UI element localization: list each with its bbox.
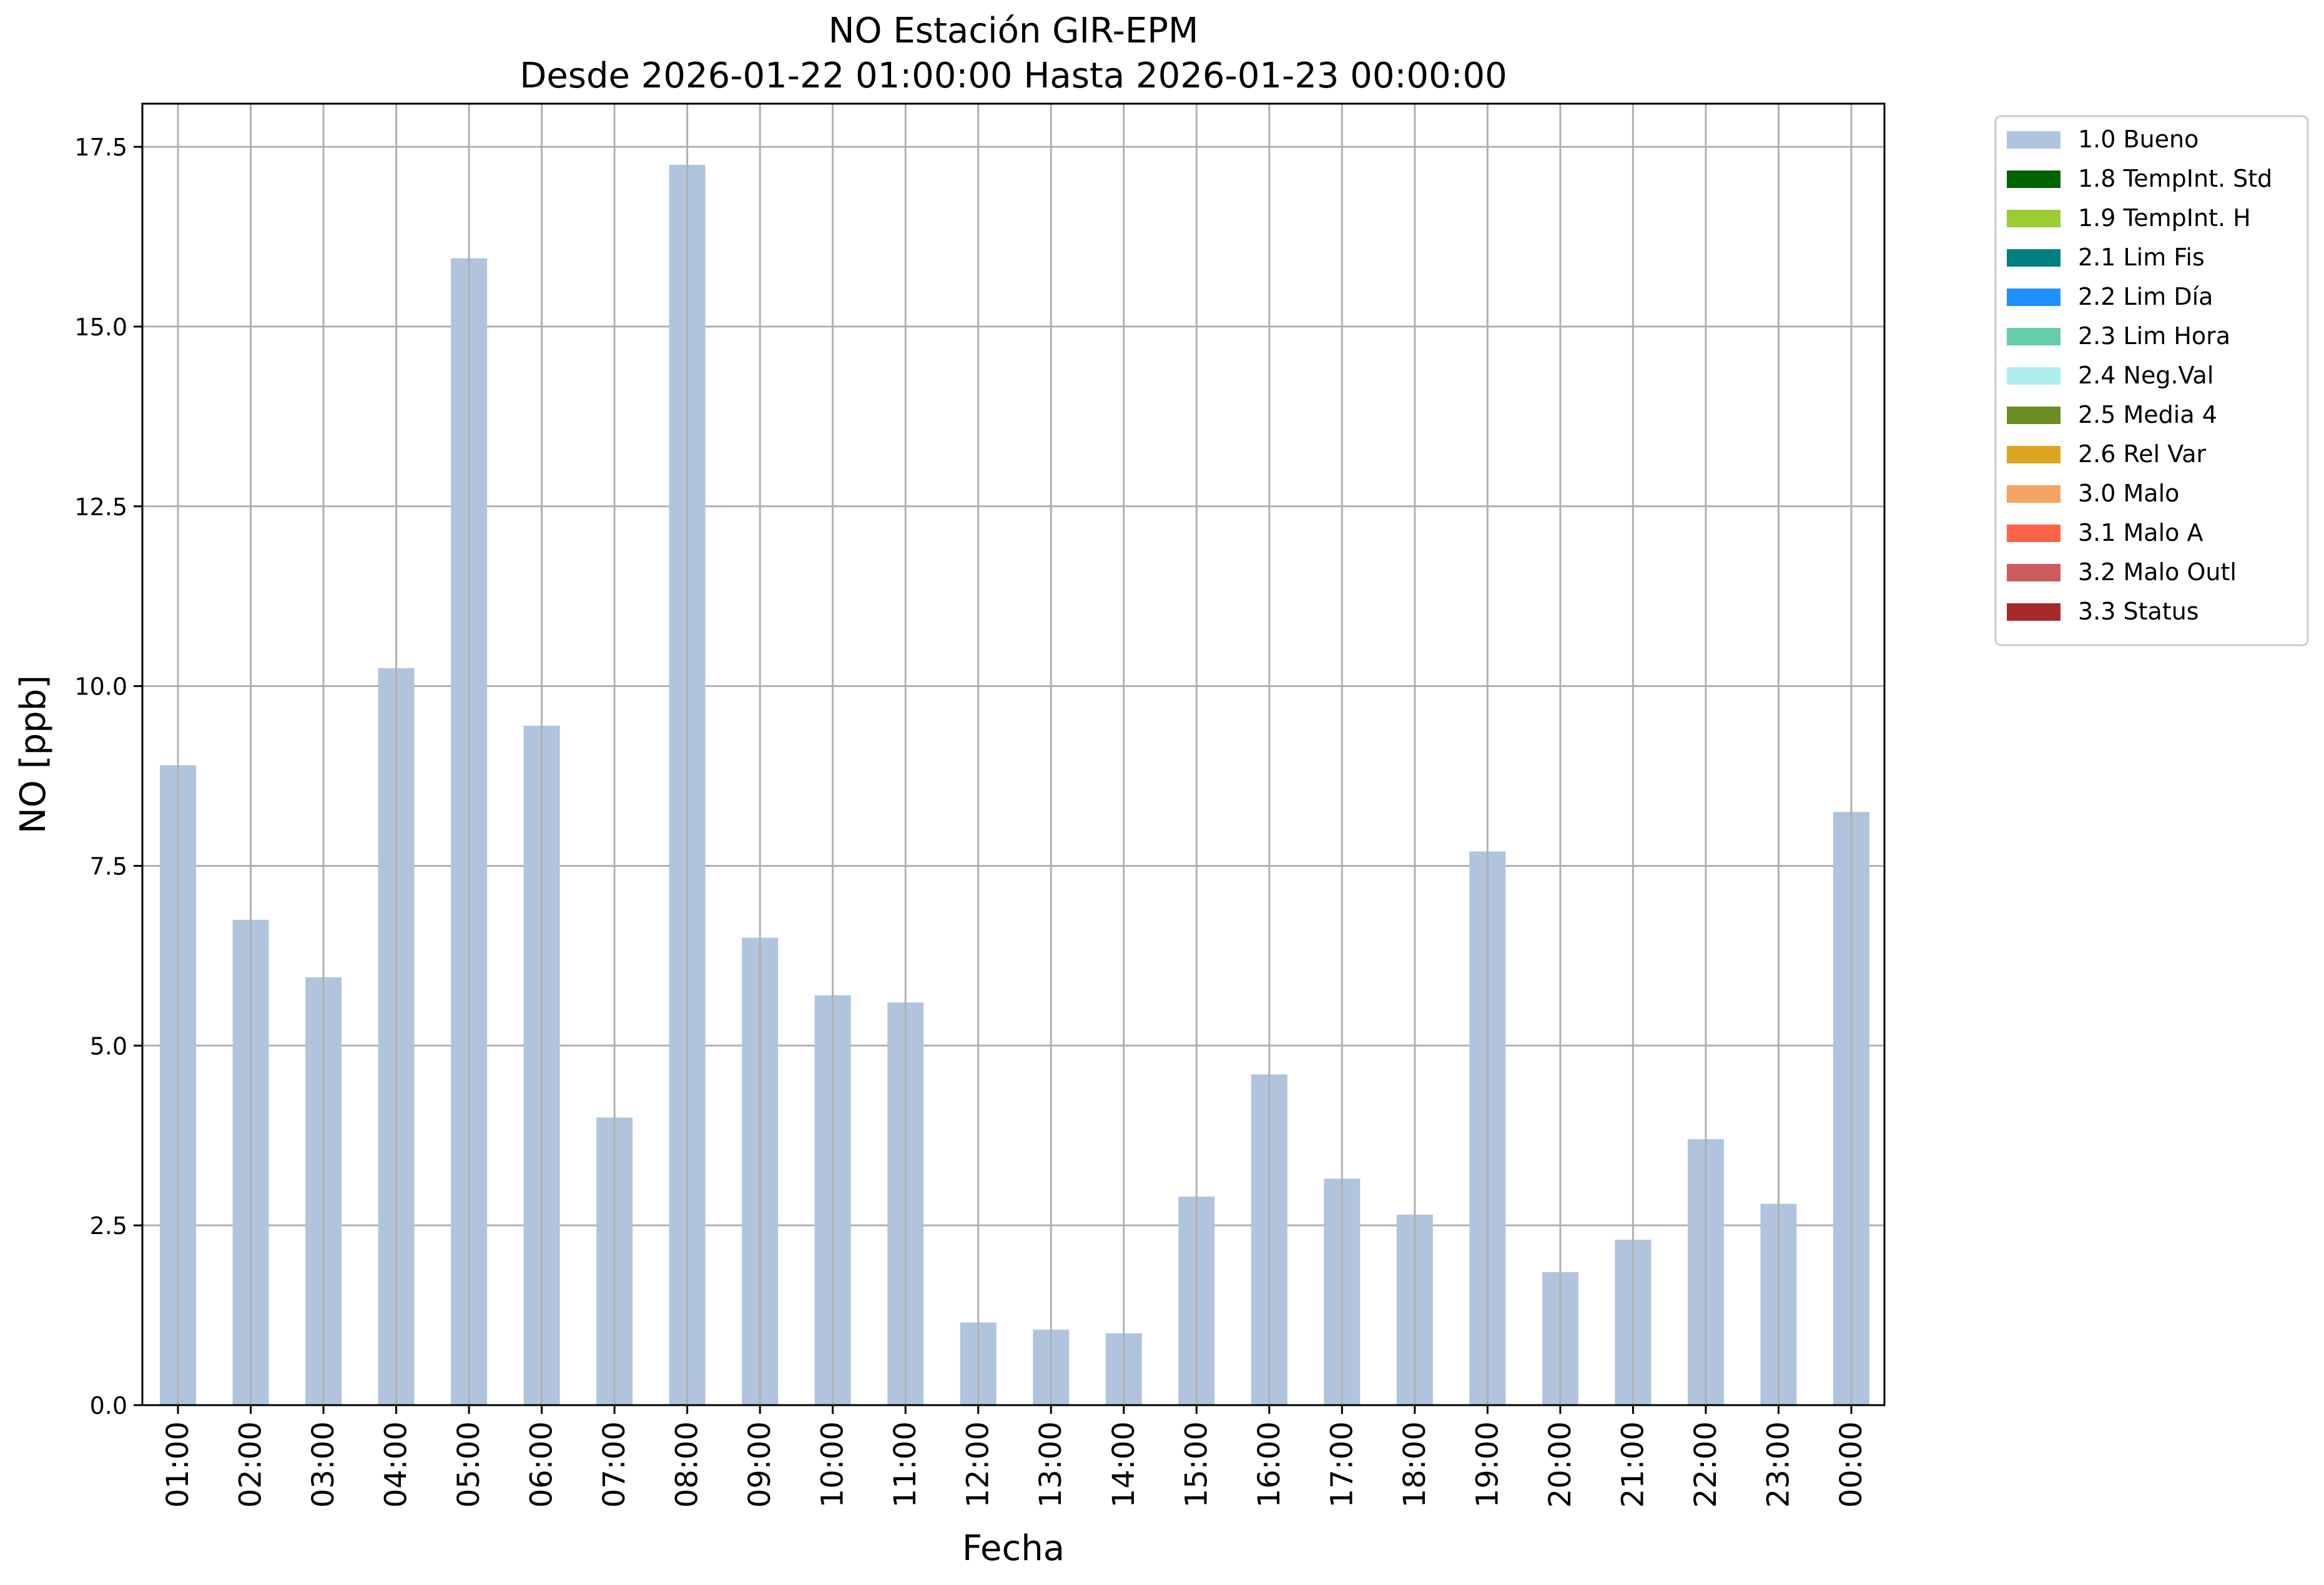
legend-swatch [2007, 525, 2061, 542]
x-tick-label: 14:00 [1106, 1421, 1141, 1508]
legend-swatch [2007, 210, 2061, 227]
x-axis-label: Fecha [962, 1528, 1065, 1569]
x-tick-label: 15:00 [1179, 1421, 1214, 1508]
x-tick-label: 07:00 [597, 1421, 632, 1508]
x-tick-label: 19:00 [1470, 1421, 1505, 1508]
legend-box [1994, 115, 2309, 646]
x-tick-label: 02:00 [234, 1421, 268, 1508]
y-axis-label: NO [ppb] [13, 675, 54, 834]
legend-label: 1.9 TempInt. H [2078, 204, 2251, 232]
x-tick-label: 17:00 [1324, 1421, 1359, 1508]
legend-label: 2.1 Lim Fis [2078, 244, 2205, 271]
legend-label: 3.0 Malo [2078, 480, 2179, 507]
x-tick-label: 03:00 [306, 1421, 341, 1508]
x-tick-label: 20:00 [1543, 1421, 1578, 1508]
y-tick-label: 10.0 [74, 673, 127, 701]
x-tick-label: 10:00 [815, 1421, 850, 1508]
x-tick-label: 16:00 [1252, 1421, 1287, 1508]
legend-swatch [2007, 328, 2061, 345]
x-tick-label: 08:00 [670, 1421, 705, 1508]
x-tick-label: 01:00 [160, 1421, 195, 1508]
legend-label: 3.2 Malo Outl [2078, 558, 2237, 586]
chart-subtitle: Desde 2026-01-22 01:00:00 Hasta 2026-01-… [519, 56, 1507, 96]
legend-label: 2.2 Lim Día [2078, 283, 2213, 310]
legend-label: 3.1 Malo A [2078, 519, 2203, 546]
x-tick-label: 18:00 [1397, 1421, 1432, 1508]
x-tick-label: 00:00 [1834, 1421, 1869, 1508]
y-tick-label: 2.5 [90, 1212, 127, 1240]
legend-label: 2.6 Rel Var [2078, 440, 2207, 468]
legend-label: 2.3 Lim Hora [2078, 322, 2230, 350]
legend-swatch [2007, 485, 2061, 503]
legend-swatch [2007, 446, 2061, 463]
y-axis: 0.0 2.5 5.0 7.5 10.0 12.5 15.0 17.5 [74, 134, 142, 1420]
y-tick-label: 5.0 [90, 1032, 127, 1060]
plot-grid [142, 146, 1884, 1406]
legend-swatch [2007, 249, 2061, 267]
legend-swatch [2007, 603, 2061, 621]
chart-title: NO Estación GIR-EPM [829, 11, 1199, 51]
y-tick-label: 15.0 [74, 314, 127, 341]
legend-label: 3.3 Status [2078, 598, 2199, 625]
legend-label: 1.0 Bueno [2078, 126, 2198, 153]
legend-swatch [2007, 407, 2061, 424]
y-tick-label: 12.5 [74, 493, 127, 521]
legend-swatch [2007, 170, 2061, 188]
y-tick-label: 7.5 [90, 852, 127, 880]
x-tick-label: 11:00 [888, 1421, 923, 1508]
legend: 1.0 Bueno 1.8 TempInt. Std 1.9 TempInt. H 2… [1994, 115, 2309, 646]
x-tick-label: 09:00 [742, 1421, 777, 1508]
legend-label: 2.5 Media 4 [2078, 401, 2217, 428]
legend-swatch [2007, 131, 2061, 149]
x-axis: 01:00 02:00 03:00 04:00 05:00 06:00 07:00 08:00… [160, 1405, 1869, 1508]
x-tick-label: 06:00 [524, 1421, 559, 1508]
legend-swatch [2007, 367, 2061, 385]
x-tick-label: 22:00 [1688, 1421, 1723, 1508]
plot-frame [141, 102, 1886, 1406]
legend-label: 2.4 Neg.Val [2078, 362, 2213, 389]
x-tick-label: 04:00 [379, 1421, 414, 1508]
x-tick-label: 21:00 [1615, 1421, 1650, 1508]
y-tick-label: 0.0 [90, 1392, 127, 1420]
plot-bars [160, 104, 1869, 1405]
x-tick-label: 23:00 [1761, 1421, 1796, 1508]
x-tick-label: 12:00 [961, 1421, 996, 1508]
x-tick-label: 05:00 [451, 1421, 486, 1508]
legend-label: 1.8 TempInt. Std [2078, 165, 2272, 192]
x-tick-label: 13:00 [1033, 1421, 1068, 1508]
y-tick-label: 17.5 [74, 134, 127, 161]
legend-swatch [2007, 289, 2061, 306]
legend-swatch [2007, 564, 2061, 581]
